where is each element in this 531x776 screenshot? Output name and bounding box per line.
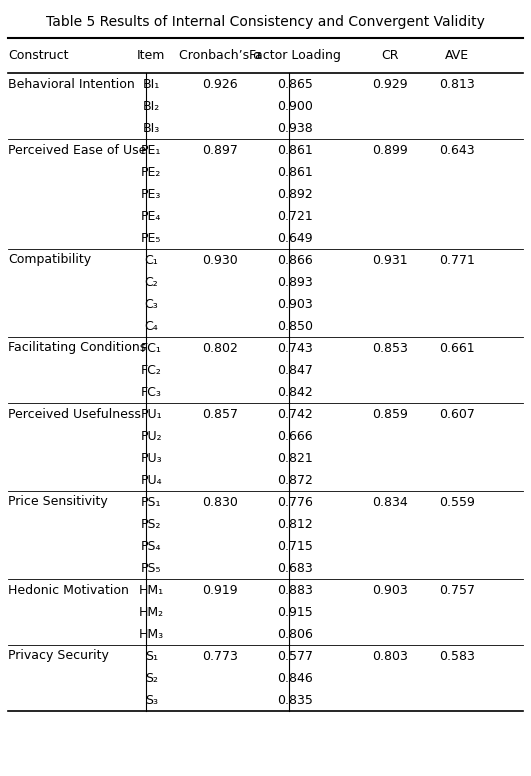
Text: 0.872: 0.872	[277, 473, 313, 487]
Text: Table 5 Results of Internal Consistency and Convergent Validity: Table 5 Results of Internal Consistency …	[46, 15, 485, 29]
Text: 0.649: 0.649	[277, 231, 313, 244]
Text: PS₂: PS₂	[141, 518, 161, 531]
Text: 0.812: 0.812	[277, 518, 313, 531]
Text: 0.842: 0.842	[277, 386, 313, 399]
Text: 0.742: 0.742	[277, 407, 313, 421]
Text: 0.915: 0.915	[277, 605, 313, 618]
Text: FC₂: FC₂	[141, 363, 162, 376]
Text: 0.834: 0.834	[372, 496, 408, 508]
Text: 0.773: 0.773	[202, 650, 238, 663]
Text: S₃: S₃	[145, 694, 158, 706]
Text: PU₂: PU₂	[141, 429, 162, 442]
Text: PE₅: PE₅	[141, 231, 161, 244]
Text: Price Sensitivity: Price Sensitivity	[8, 496, 108, 508]
Text: 0.931: 0.931	[372, 254, 408, 266]
Text: AVE: AVE	[444, 49, 469, 62]
Text: 0.892: 0.892	[277, 188, 313, 200]
Text: 0.806: 0.806	[277, 628, 313, 640]
Text: PE₂: PE₂	[141, 165, 161, 178]
Text: 0.919: 0.919	[202, 584, 238, 597]
Text: 0.861: 0.861	[277, 144, 313, 157]
Text: 0.743: 0.743	[277, 341, 313, 355]
Text: Construct: Construct	[8, 49, 68, 62]
Text: HM₁: HM₁	[139, 584, 164, 597]
Text: 0.715: 0.715	[277, 539, 313, 553]
Text: 0.847: 0.847	[277, 363, 313, 376]
Text: 0.802: 0.802	[202, 341, 238, 355]
Text: Item: Item	[137, 49, 166, 62]
Text: Factor Loading: Factor Loading	[249, 49, 341, 62]
Text: PU₁: PU₁	[141, 407, 162, 421]
Text: 0.853: 0.853	[372, 341, 408, 355]
Text: Privacy Security: Privacy Security	[8, 650, 109, 663]
Text: S₁: S₁	[145, 650, 158, 663]
Text: HM₂: HM₂	[139, 605, 164, 618]
Text: Hedonic Motivation: Hedonic Motivation	[8, 584, 129, 597]
Text: 0.721: 0.721	[277, 210, 313, 223]
Text: Behavioral Intention: Behavioral Intention	[8, 78, 135, 91]
Text: PS₅: PS₅	[141, 562, 161, 574]
Text: 0.850: 0.850	[277, 320, 313, 332]
Text: BI₃: BI₃	[143, 122, 160, 134]
Text: PU₃: PU₃	[141, 452, 162, 465]
Text: C₃: C₃	[144, 297, 158, 310]
Text: 0.607: 0.607	[439, 407, 475, 421]
Text: HM₃: HM₃	[139, 628, 164, 640]
Text: Perceived Usefulness: Perceived Usefulness	[8, 407, 141, 421]
Text: S₂: S₂	[145, 671, 158, 684]
Text: 0.861: 0.861	[277, 165, 313, 178]
Text: PU₄: PU₄	[141, 473, 162, 487]
Text: 0.938: 0.938	[277, 122, 313, 134]
Text: FC₁: FC₁	[141, 341, 162, 355]
Text: 0.903: 0.903	[372, 584, 408, 597]
Text: 0.893: 0.893	[277, 275, 313, 289]
Text: 0.903: 0.903	[277, 297, 313, 310]
Text: 0.776: 0.776	[277, 496, 313, 508]
Text: 0.897: 0.897	[202, 144, 238, 157]
Text: 0.813: 0.813	[439, 78, 475, 91]
Text: 0.643: 0.643	[439, 144, 475, 157]
Text: 0.926: 0.926	[202, 78, 238, 91]
Text: 0.771: 0.771	[439, 254, 475, 266]
Text: Perceived Ease of Use: Perceived Ease of Use	[8, 144, 147, 157]
Text: 0.683: 0.683	[277, 562, 313, 574]
Text: Facilitating Conditions: Facilitating Conditions	[8, 341, 146, 355]
Text: 0.821: 0.821	[277, 452, 313, 465]
Text: PE₁: PE₁	[141, 144, 161, 157]
Text: C₁: C₁	[144, 254, 158, 266]
Text: FC₃: FC₃	[141, 386, 162, 399]
Text: 0.859: 0.859	[372, 407, 408, 421]
Text: 0.929: 0.929	[372, 78, 408, 91]
Text: Cronbach’s α: Cronbach’s α	[179, 49, 262, 62]
Text: 0.830: 0.830	[202, 496, 238, 508]
Text: BI₂: BI₂	[143, 99, 160, 113]
Text: C₂: C₂	[144, 275, 158, 289]
Text: 0.846: 0.846	[277, 671, 313, 684]
Text: 0.857: 0.857	[202, 407, 238, 421]
Text: 0.583: 0.583	[439, 650, 475, 663]
Text: CR: CR	[382, 49, 399, 62]
Text: PS₁: PS₁	[141, 496, 161, 508]
Text: 0.577: 0.577	[277, 650, 313, 663]
Text: 0.900: 0.900	[277, 99, 313, 113]
Text: PS₄: PS₄	[141, 539, 161, 553]
Text: 0.559: 0.559	[439, 496, 475, 508]
Text: 0.666: 0.666	[277, 429, 313, 442]
Text: PE₃: PE₃	[141, 188, 161, 200]
Text: 0.899: 0.899	[372, 144, 408, 157]
Text: 0.803: 0.803	[372, 650, 408, 663]
Text: 0.865: 0.865	[277, 78, 313, 91]
Text: Compatibility: Compatibility	[8, 254, 91, 266]
Text: 0.883: 0.883	[277, 584, 313, 597]
Text: 0.757: 0.757	[439, 584, 475, 597]
Text: 0.866: 0.866	[277, 254, 313, 266]
Text: BI₁: BI₁	[143, 78, 160, 91]
Text: C₄: C₄	[144, 320, 158, 332]
Text: 0.835: 0.835	[277, 694, 313, 706]
Text: 0.930: 0.930	[202, 254, 238, 266]
Text: 0.661: 0.661	[439, 341, 475, 355]
Text: PE₄: PE₄	[141, 210, 161, 223]
